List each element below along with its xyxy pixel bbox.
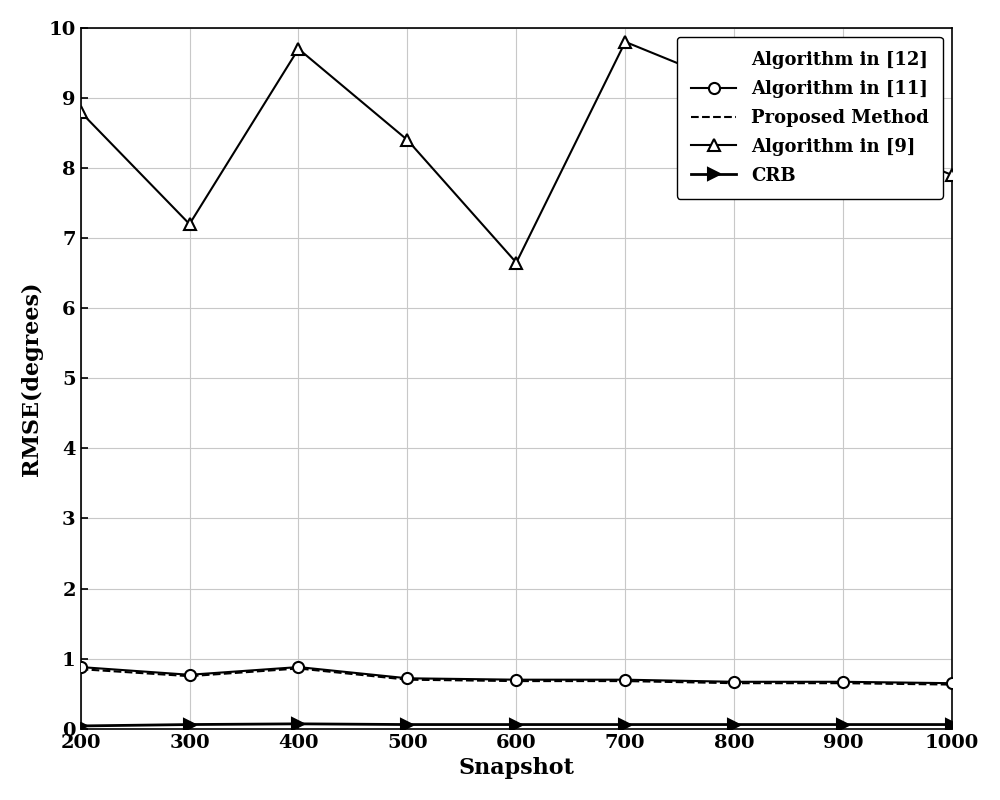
Y-axis label: RMSE(degrees): RMSE(degrees)	[21, 281, 43, 475]
X-axis label: Snapshot: Snapshot	[458, 757, 574, 779]
Legend: Algorithm in [12], Algorithm in [11], Proposed Method, Algorithm in [9], CRB: Algorithm in [12], Algorithm in [11], Pr…	[677, 37, 943, 199]
